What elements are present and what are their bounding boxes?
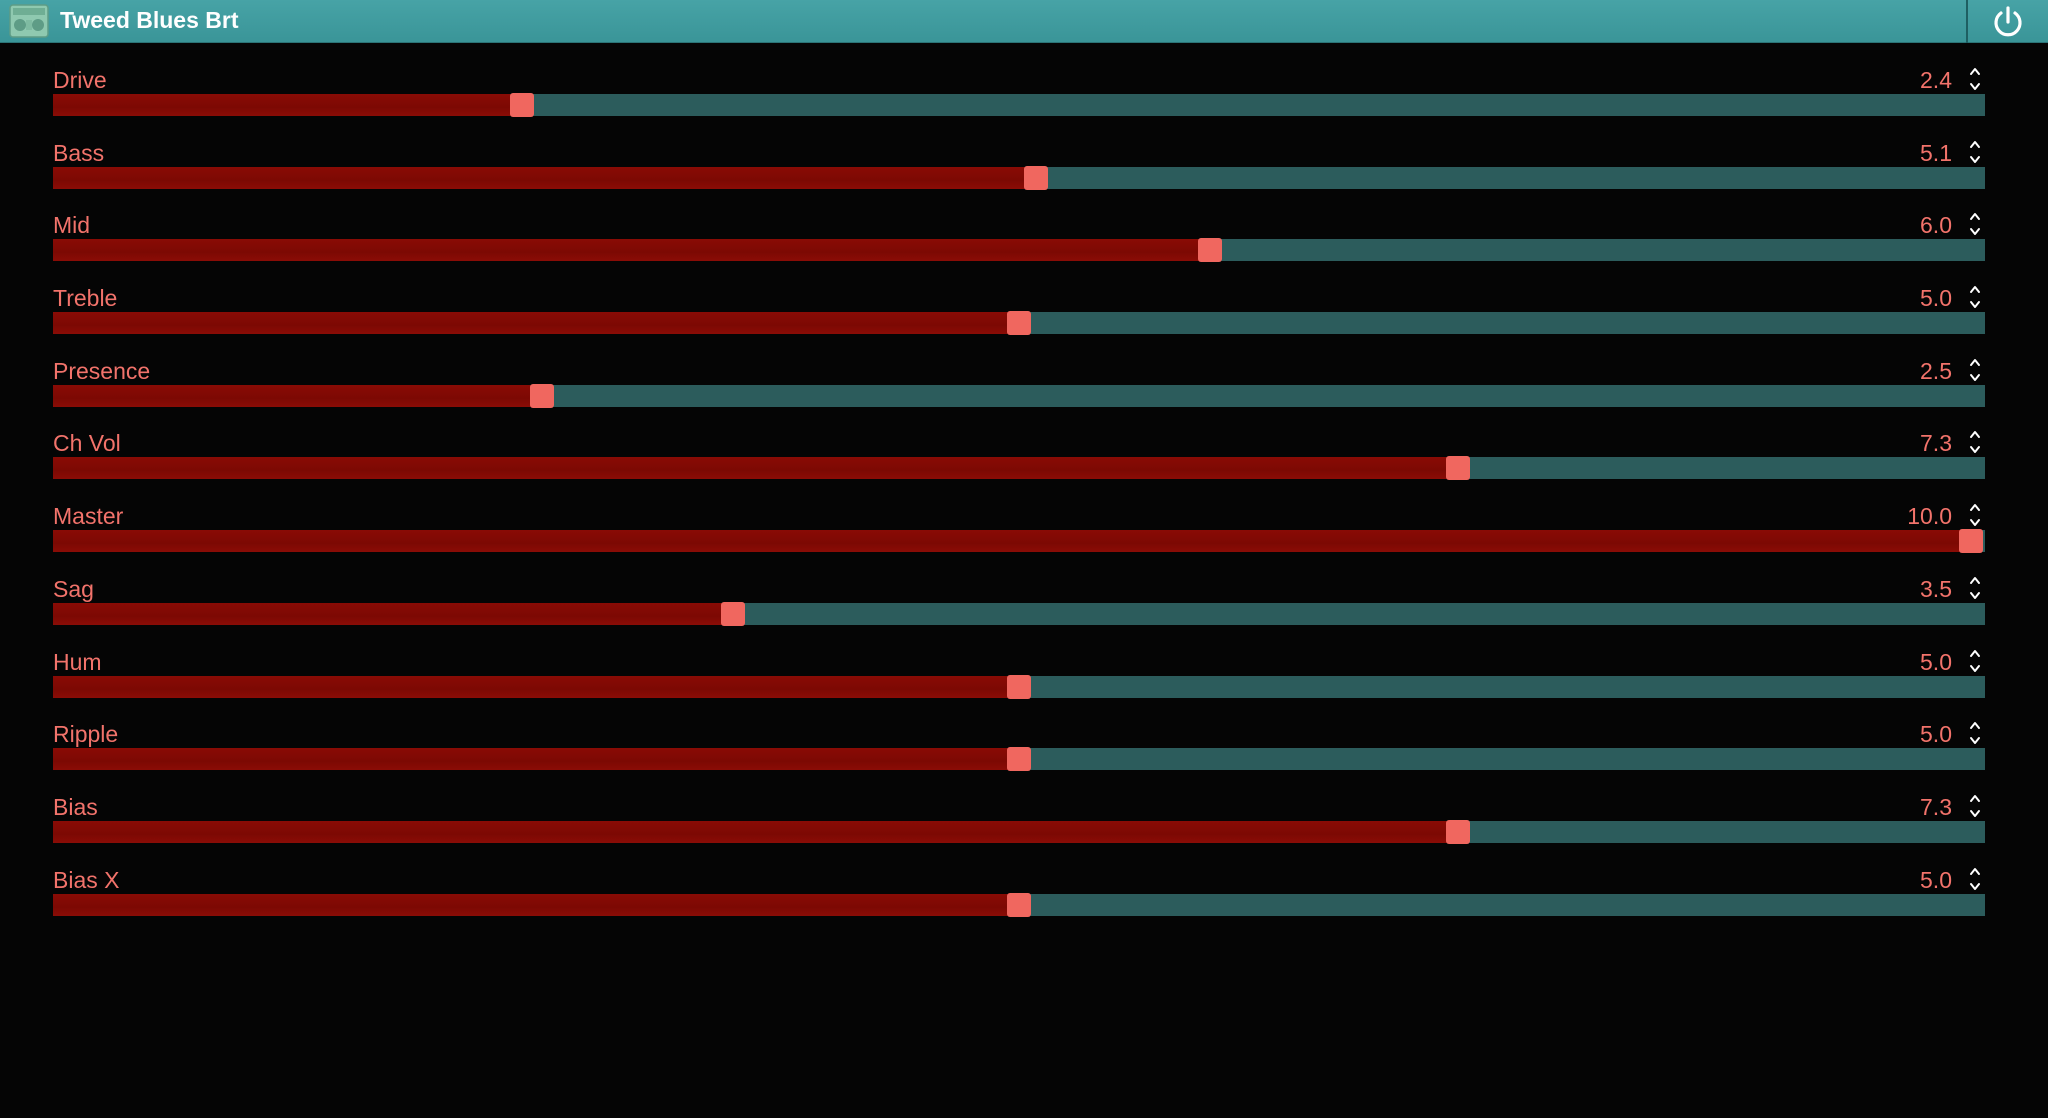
spinner-arrows-icon[interactable] xyxy=(1965,571,1985,605)
control-value[interactable]: 7.3 xyxy=(1920,793,1952,820)
control-value[interactable]: 2.4 xyxy=(1920,67,1952,93)
slider-fill xyxy=(53,675,1019,698)
control-label: Hum xyxy=(53,648,102,675)
app-title: Tweed Blues Brt xyxy=(60,7,239,33)
control-value[interactable]: 5.0 xyxy=(1920,866,1952,893)
control-label: Ch Vol xyxy=(53,430,121,457)
control-label: Bass xyxy=(53,139,105,166)
slider-thumb[interactable] xyxy=(721,601,746,626)
power-icon xyxy=(1994,5,2022,36)
slider-track[interactable] xyxy=(53,819,1985,844)
control-row-mid: Mid 6.0 xyxy=(53,195,1985,268)
slider-fill xyxy=(53,239,1211,262)
amp-icon xyxy=(9,4,49,38)
control-label: Ripple xyxy=(53,721,119,748)
control-value[interactable]: 5.0 xyxy=(1920,285,1952,312)
control-list: Drive 2.4 Bass 5.1 Mid 6.0 Treble 5.0 Presence 2.… xyxy=(53,50,1985,922)
control-value[interactable]: 5.0 xyxy=(1920,648,1952,675)
control-label: Bias xyxy=(53,793,98,820)
control-row-master: Master 10.0 xyxy=(53,486,1985,559)
control-row-ripple: Ripple 5.0 xyxy=(53,704,1985,777)
slider-fill xyxy=(53,312,1019,335)
power-button[interactable] xyxy=(1968,0,2048,43)
control-row-bias-x: Bias X 5.0 xyxy=(53,850,1985,923)
spinner-arrows-icon[interactable] xyxy=(1965,353,1985,387)
control-value[interactable]: 10.0 xyxy=(1907,503,1952,530)
control-label: Treble xyxy=(53,285,118,312)
slider-fill xyxy=(53,166,1037,189)
control-label: Mid xyxy=(53,212,91,239)
spinner-arrows-icon[interactable] xyxy=(1965,135,1985,169)
control-row-ch-vol: Ch Vol 7.3 xyxy=(53,413,1985,486)
slider-track[interactable] xyxy=(53,529,1985,554)
slider-fill xyxy=(53,530,1972,553)
control-value[interactable]: 7.3 xyxy=(1920,430,1952,457)
slider-track[interactable] xyxy=(53,93,1985,117)
slider-thumb[interactable] xyxy=(1198,238,1223,263)
control-row-hum: Hum 5.0 xyxy=(53,632,1985,705)
slider-thumb[interactable] xyxy=(1445,456,1470,481)
slider-thumb[interactable] xyxy=(1445,819,1470,844)
spinner-arrows-icon[interactable] xyxy=(1965,207,1985,241)
control-label: Sag xyxy=(53,575,94,602)
control-label: Master xyxy=(53,503,124,530)
slider-track[interactable] xyxy=(53,238,1985,263)
spinner-arrows-icon[interactable] xyxy=(1965,862,1985,896)
control-label: Bias X xyxy=(53,866,120,893)
title-divider xyxy=(1966,0,1968,43)
slider-track[interactable] xyxy=(53,311,1985,336)
control-row-presence: Presence 2.5 xyxy=(53,341,1985,414)
spinner-arrows-icon[interactable] xyxy=(1965,716,1985,750)
slider-thumb[interactable] xyxy=(1024,165,1049,190)
slider-fill xyxy=(53,893,1019,916)
slider-track[interactable] xyxy=(53,674,1985,699)
control-row-sag: Sag 3.5 xyxy=(53,559,1985,632)
control-row-drive: Drive 2.4 xyxy=(53,50,1985,123)
slider-track[interactable] xyxy=(53,456,1985,481)
control-value[interactable]: 5.1 xyxy=(1920,139,1952,166)
spinner-arrows-icon[interactable] xyxy=(1965,644,1985,678)
slider-thumb[interactable] xyxy=(1007,674,1031,699)
control-row-bias: Bias 7.3 xyxy=(53,777,1985,850)
control-row-bass: Bass 5.1 xyxy=(53,123,1985,196)
slider-track[interactable] xyxy=(53,165,1985,190)
control-value[interactable]: 6.0 xyxy=(1920,212,1952,239)
control-row-treble: Treble 5.0 xyxy=(53,268,1985,341)
slider-fill xyxy=(53,384,542,407)
slider-fill xyxy=(53,820,1458,843)
spinner-arrows-icon[interactable] xyxy=(1965,425,1985,459)
slider-fill xyxy=(53,457,1458,480)
slider-thumb[interactable] xyxy=(1007,311,1031,336)
slider-thumb[interactable] xyxy=(529,383,554,408)
slider-fill xyxy=(53,602,734,625)
control-value[interactable]: 3.5 xyxy=(1920,575,1952,602)
control-value[interactable]: 5.0 xyxy=(1920,721,1952,748)
slider-track[interactable] xyxy=(53,892,1985,917)
spinner-arrows-icon[interactable] xyxy=(1965,498,1985,532)
slider-fill xyxy=(53,94,523,116)
title-bar: Tweed Blues Brt xyxy=(0,0,2048,43)
slider-thumb[interactable] xyxy=(510,93,535,117)
slider-thumb[interactable] xyxy=(1007,892,1031,917)
slider-thumb[interactable] xyxy=(1959,529,1984,554)
control-label: Presence xyxy=(53,357,151,384)
slider-track[interactable] xyxy=(53,747,1985,772)
control-value[interactable]: 2.5 xyxy=(1920,357,1952,384)
spinner-arrows-icon[interactable] xyxy=(1965,62,1985,96)
control-label: Drive xyxy=(53,67,107,93)
slider-thumb[interactable] xyxy=(1007,747,1031,772)
spinner-arrows-icon[interactable] xyxy=(1965,280,1985,314)
slider-fill xyxy=(53,748,1019,771)
slider-track[interactable] xyxy=(53,601,1985,626)
spinner-arrows-icon[interactable] xyxy=(1965,789,1985,823)
slider-track[interactable] xyxy=(53,383,1985,408)
